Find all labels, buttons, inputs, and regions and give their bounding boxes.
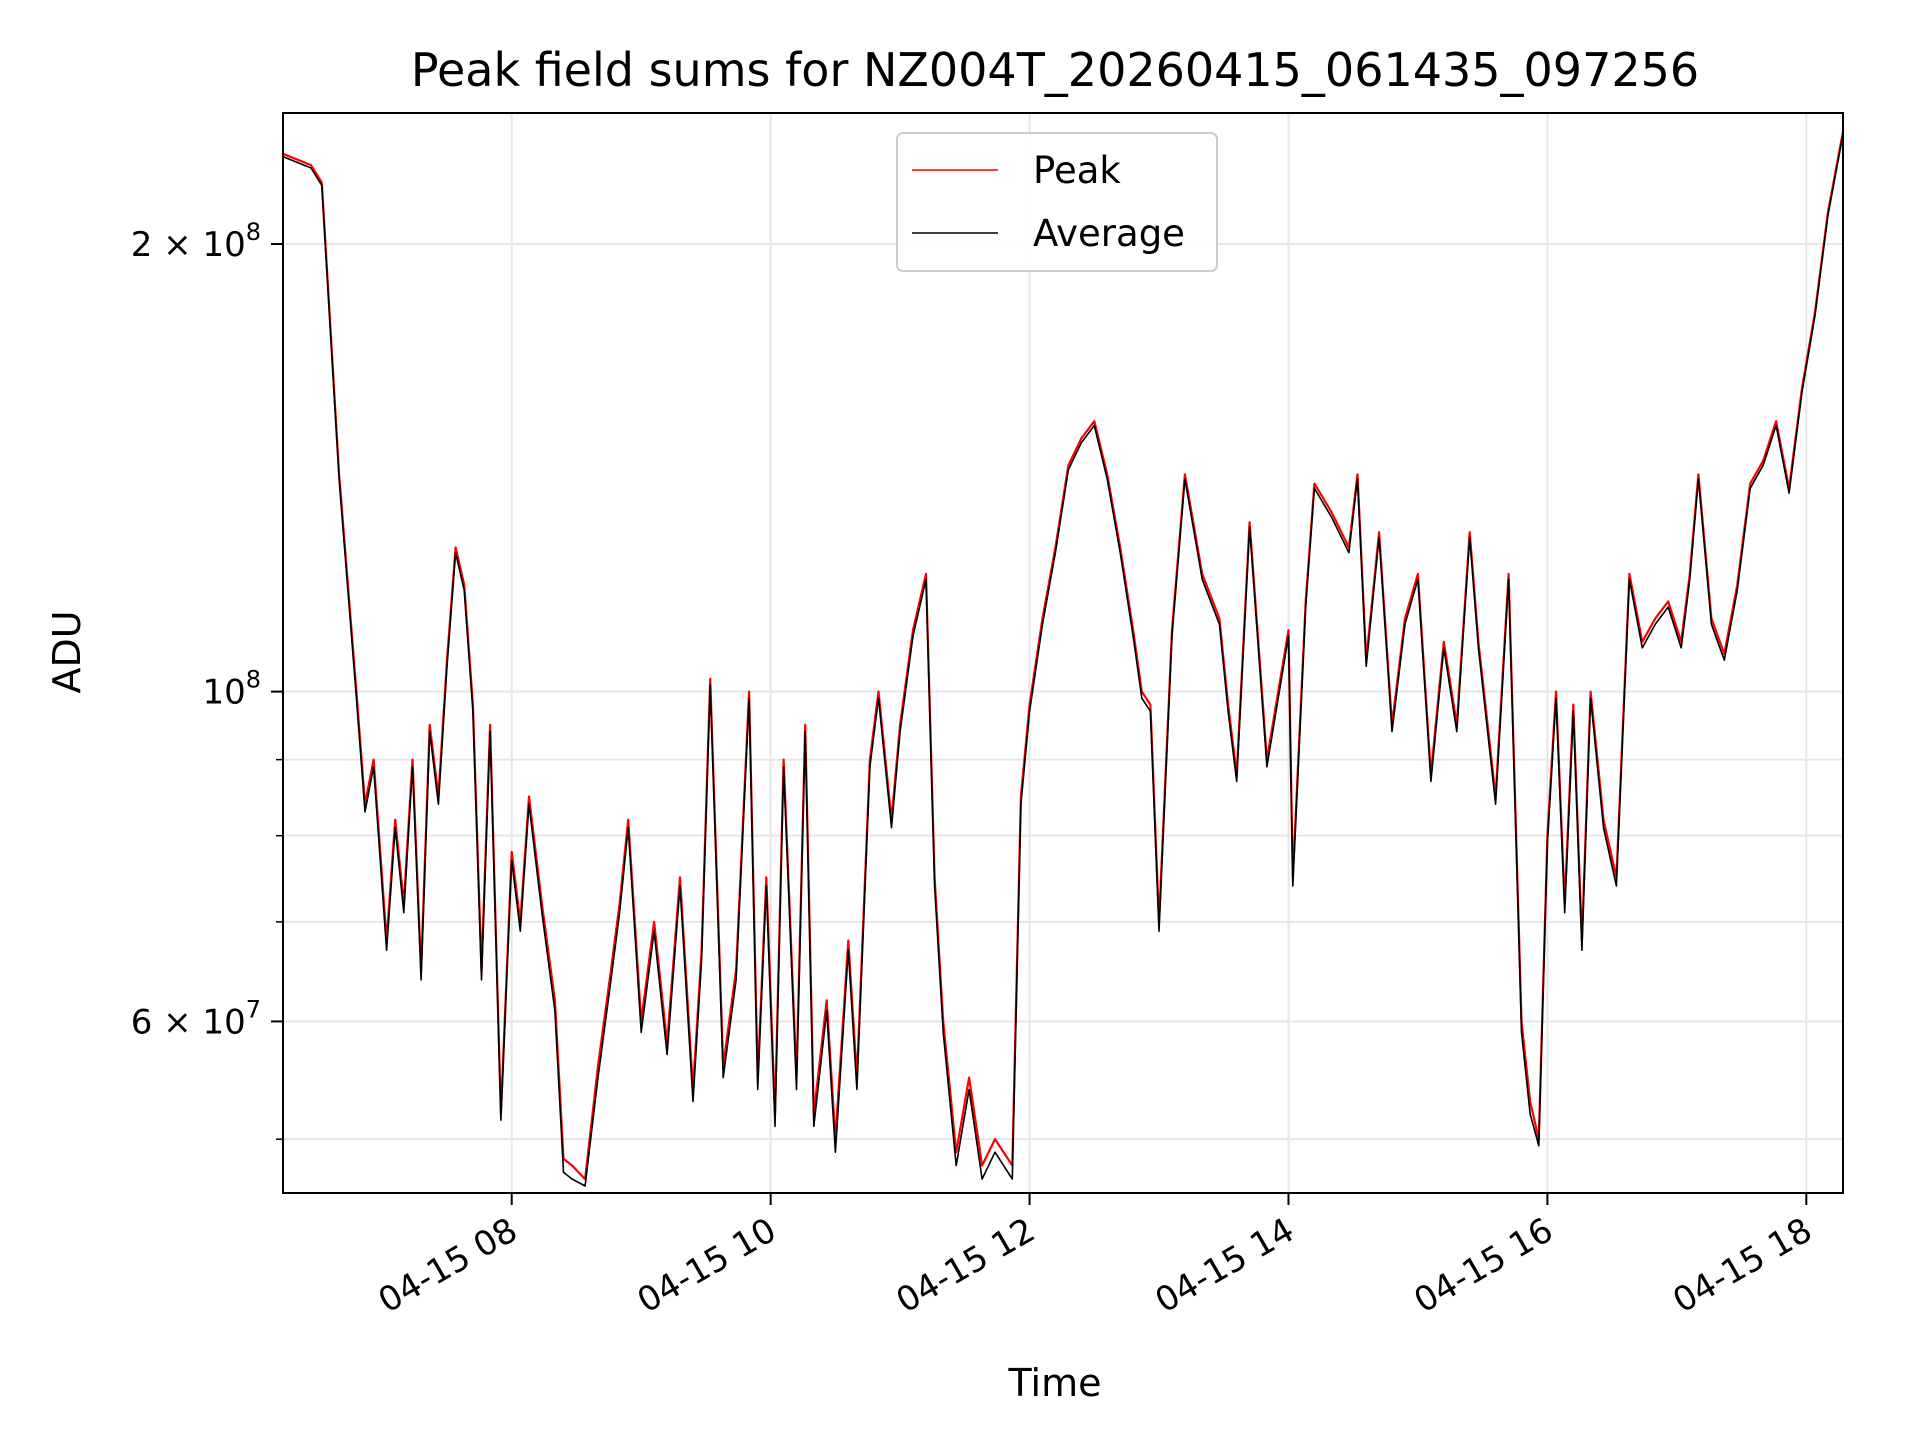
legend-label-average: Average [1033,212,1185,255]
legend: Peak Average [896,132,1218,272]
series-layer [282,131,1845,1187]
x-axis-label: Time [1008,1361,1102,1405]
plot-frame [282,112,1844,1194]
y-tick-label: 108 [202,666,261,713]
series-line-average [282,134,1844,1187]
y-tick-label: 2 × 108 [131,218,261,265]
legend-box [896,132,1218,272]
y-axis-label: ADU [45,610,89,693]
legend-label-peak: Peak [1033,149,1121,192]
y-tick-label: 6 × 107 [131,995,261,1042]
chart-title: Peak field sums for NZ004T_20260415_0614… [411,43,1699,97]
